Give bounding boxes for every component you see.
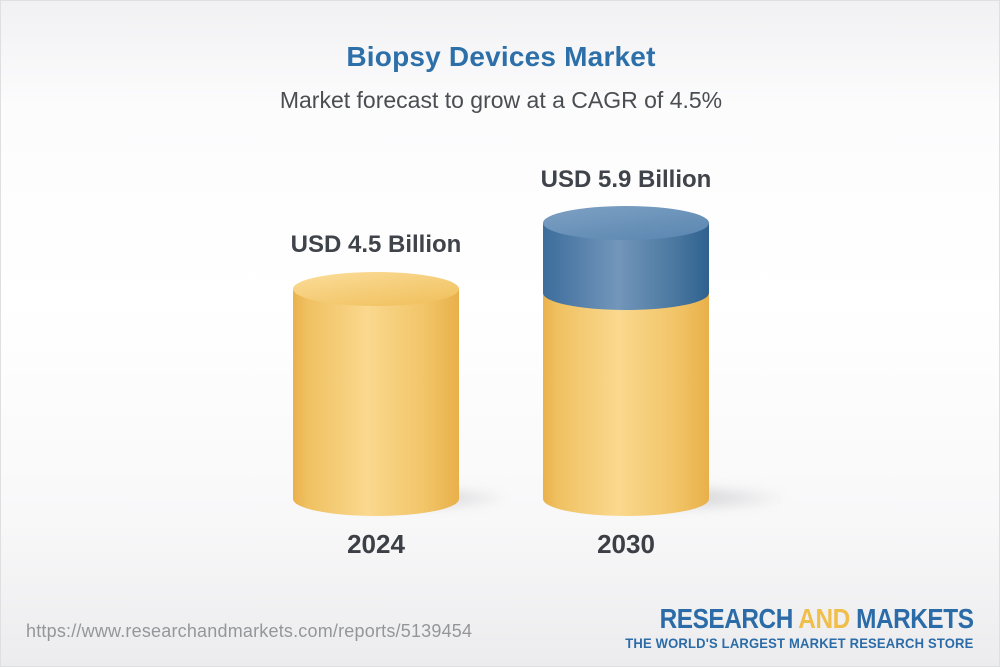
page-subtitle: Market forecast to grow at a CAGR of 4.5…: [279, 87, 723, 113]
x-axis-label-2024: 2024: [347, 529, 405, 559]
brand-logo-tagline: THE WORLD'S LARGEST MARKET RESEARCH STOR…: [625, 635, 974, 651]
logo-word-and: AND: [798, 603, 851, 634]
brand-logo-wordmark: RESEARCH AND MARKETS: [648, 604, 974, 634]
brand-logo: RESEARCH AND MARKETS THE WORLD'S LARGEST…: [599, 604, 975, 652]
x-axis-label-2030: 2030: [597, 529, 655, 559]
bar-cylinder-2024: [293, 272, 459, 516]
logo-word-research: RESEARCH: [660, 603, 794, 634]
bar-value-label-2024: USD 4.5 Billion: [290, 231, 462, 258]
bar-value-label-2030: USD 5.9 Billion: [540, 166, 712, 193]
bar-cylinder-2030: [543, 206, 709, 516]
report-url: https://www.researchandmarkets.com/repor…: [26, 621, 473, 641]
logo-word-markets: MARKETS: [856, 603, 975, 634]
page-title: Biopsy Devices Market: [346, 41, 656, 72]
